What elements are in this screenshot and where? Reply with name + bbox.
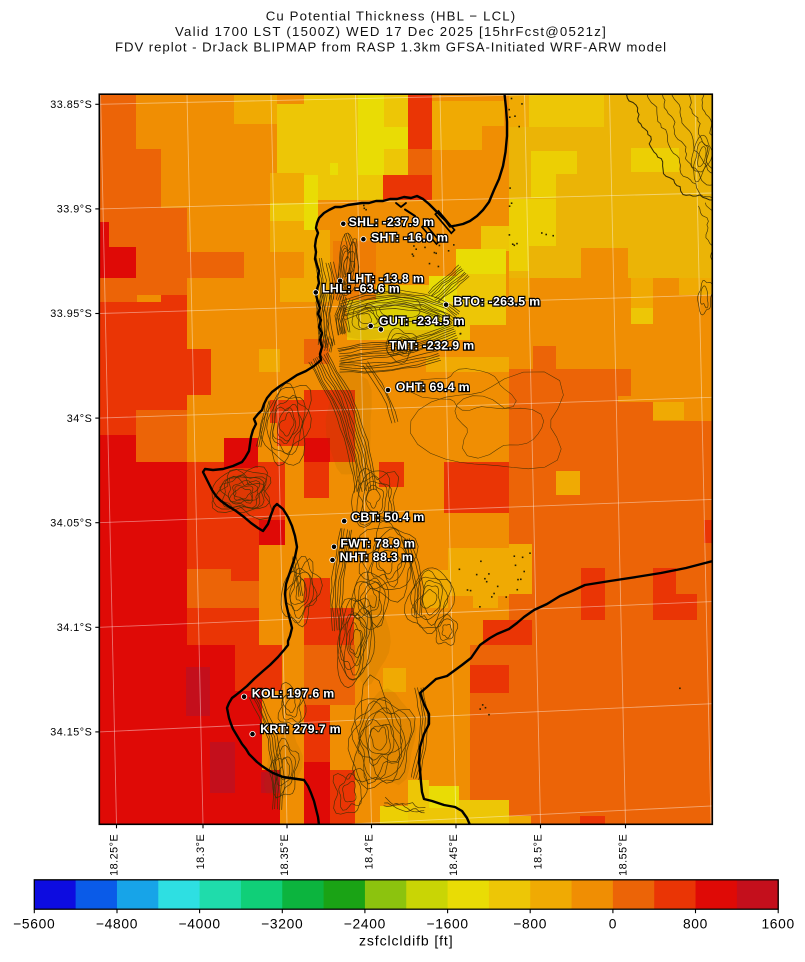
svg-text:18.25°E: 18.25°E [109, 834, 121, 876]
svg-text:18.4°E: 18.4°E [364, 834, 376, 870]
svg-text:NHT: 88.3 m: NHT: 88.3 m [340, 550, 414, 564]
svg-text:0: 0 [609, 917, 617, 932]
svg-text:Valid 1700 LST (1500Z) WED 17: Valid 1700 LST (1500Z) WED 17 Dec 2025 [… [175, 24, 607, 39]
svg-text:−5600: −5600 [13, 917, 55, 932]
svg-text:CBT: 50.4 m: CBT: 50.4 m [351, 510, 425, 524]
svg-text:18.5°E: 18.5°E [533, 834, 545, 870]
svg-text:LHL: -63.6 m: LHL: -63.6 m [322, 281, 400, 295]
svg-text:OHT: 69.4 m: OHT: 69.4 m [396, 380, 470, 394]
svg-text:−3200: −3200 [261, 917, 303, 932]
svg-text:1600: 1600 [761, 917, 795, 932]
svg-text:−4800: −4800 [96, 917, 138, 932]
svg-text:33.95°S: 33.95°S [50, 308, 92, 320]
svg-text:Cu Potential Thickness (HBL −: Cu Potential Thickness (HBL − LCL) [266, 9, 517, 24]
svg-text:FWT: 78.9 m: FWT: 78.9 m [340, 537, 415, 551]
svg-text:KRT: 279.7 m: KRT: 279.7 m [260, 722, 341, 736]
svg-text:SHT: -16.0 m: SHT: -16.0 m [371, 231, 448, 245]
svg-text:34.1°S: 34.1°S [57, 622, 93, 634]
svg-text:34.05°S: 34.05°S [50, 517, 92, 529]
svg-text:18.55°E: 18.55°E [618, 834, 630, 876]
svg-text:18.45°E: 18.45°E [448, 834, 460, 876]
svg-text:800: 800 [683, 917, 708, 932]
svg-text:34.15°S: 34.15°S [50, 727, 92, 739]
svg-text:zsfclcldifb [ft]: zsfclcldifb [ft] [359, 933, 454, 949]
svg-text:33.85°S: 33.85°S [50, 99, 92, 111]
svg-text:BTO: -263.5 m: BTO: -263.5 m [454, 295, 541, 309]
svg-text:LHT: -13.8 m: LHT: -13.8 m [348, 271, 425, 285]
svg-text:−800: −800 [513, 917, 547, 932]
svg-text:GUT: -234.5 m: GUT: -234.5 m [379, 314, 465, 328]
svg-text:34°S: 34°S [67, 413, 93, 425]
svg-text:−4000: −4000 [178, 917, 220, 932]
svg-text:−2400: −2400 [344, 917, 386, 932]
svg-text:−1600: −1600 [426, 917, 468, 932]
svg-text:SHL: -237.9 m: SHL: -237.9 m [349, 215, 435, 229]
svg-text:18.3°E: 18.3°E [195, 834, 207, 870]
svg-text:KOL: 197.6 m: KOL: 197.6 m [252, 687, 335, 701]
svg-text:FDV replot - DrJack BLIPMAP fr: FDV replot - DrJack BLIPMAP from RASP 1.… [115, 40, 667, 55]
svg-text:33.9°S: 33.9°S [57, 204, 93, 216]
svg-text:TMT: -232.9 m: TMT: -232.9 m [389, 339, 474, 353]
svg-text:18.35°E: 18.35°E [279, 834, 291, 876]
